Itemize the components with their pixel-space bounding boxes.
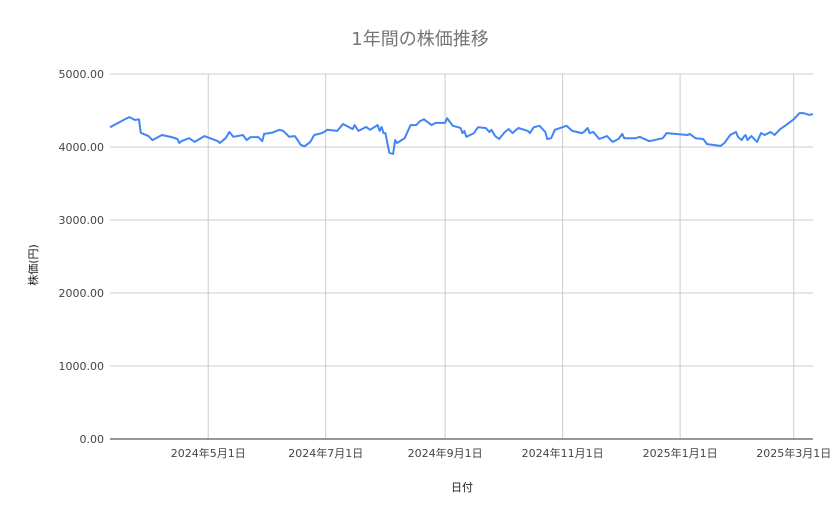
- series-line: [109, 112, 814, 155]
- y-tick-label: 2000.00: [59, 287, 105, 300]
- y-tick-label: 4000.00: [59, 141, 105, 154]
- x-axis-title: 日付: [451, 481, 473, 494]
- y-axis-title: 株価(円): [26, 244, 40, 286]
- y-tick-label: 1000.00: [59, 360, 105, 373]
- x-tick-label: 2024年5月1日: [171, 446, 246, 460]
- gridlines: [110, 73, 813, 439]
- y-tick-label: 5000.00: [59, 68, 105, 81]
- y-axis-ticks: 0.00 1000.00 2000.00 3000.00 4000.00 5000.00: [59, 68, 105, 446]
- x-tick-label: 2024年7月1日: [288, 446, 363, 460]
- chart-title: 1年間の株価推移: [351, 29, 488, 50]
- x-axis-ticks: 2024年5月1日 2024年7月1日 2024年9月1日 2024年11月1日 202…: [171, 446, 832, 460]
- x-tick-label: 2025年1月1日: [643, 446, 718, 460]
- y-tick-label: 3000.00: [59, 214, 105, 227]
- y-tick-label: 0.00: [80, 433, 105, 446]
- x-tick-label: 2025年3月1日: [756, 446, 831, 460]
- x-tick-label: 2024年11月1日: [522, 446, 604, 460]
- x-tick-label: 2024年9月1日: [408, 446, 483, 460]
